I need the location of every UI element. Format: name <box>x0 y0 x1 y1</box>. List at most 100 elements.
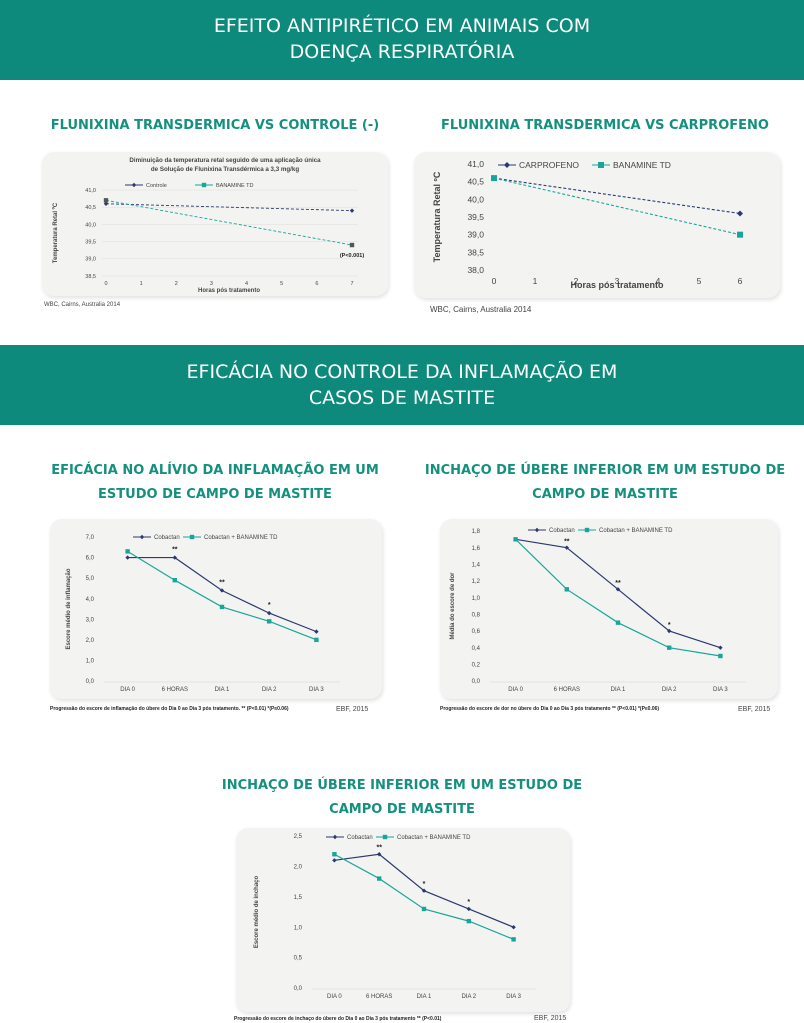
x-tick-label: DIA 2 <box>662 687 677 693</box>
diamond-marker <box>125 555 130 560</box>
chart-pain-score: 0,0 0,2 0,4 0,6 0,8 1,0 1,2 1,4 1,6 1,8 DIA 0 6 HOR… <box>440 519 778 699</box>
series-line <box>515 538 721 649</box>
x-tick-label: 2 <box>175 281 178 287</box>
y-axis-label: Escore médio de inflamação <box>66 568 72 649</box>
x-axis-label: Horas pós tratamento <box>198 288 260 294</box>
chart-svg: 0,0 1,0 2,0 3,0 4,0 5,0 6,0 7,0 DIA 0 6 HORAS DIA … <box>66 534 340 693</box>
series-line <box>105 203 353 212</box>
source-text: EBF, 2015 <box>534 1015 567 1022</box>
y-tick-label: 4,0 <box>86 597 95 603</box>
annotation-label: ** <box>219 579 225 586</box>
diamond-marker <box>511 925 516 930</box>
chart-inflammation-score: 0,0 1,0 2,0 3,0 4,0 5,0 6,0 7,0 DIA 0 6 HORAS DIA … <box>50 519 382 699</box>
legend-label: Cobactan <box>347 835 373 841</box>
x-tick-label: 0 <box>104 281 107 287</box>
legend-label: Controle <box>146 183 167 189</box>
diamond-marker <box>718 645 723 650</box>
y-tick-label: 0,0 <box>294 986 303 992</box>
legend-entry: Cobactan + BANAMINE TD <box>183 534 278 541</box>
square-marker <box>718 653 723 659</box>
chart-svg: 0,0 0,2 0,4 0,6 0,8 1,0 1,2 1,4 1,6 1,8 DIA 0 6 HOR… <box>450 527 746 693</box>
section-title-inflammation: EFICÁCIA NO ALÍVIO DA INFLAMAÇÃO EM UM E… <box>20 459 410 507</box>
square-marker <box>466 918 471 924</box>
annotation-label: ** <box>172 546 178 553</box>
diamond-marker <box>615 587 621 592</box>
annotation-label: * <box>467 899 470 906</box>
chart-swelling-score: 0,0 0,5 1,0 1,5 2,0 2,5 DIA 0 6 HORAS DIA 1 DIA 2… <box>236 828 570 1012</box>
y-tick-label: 41,0 <box>467 159 484 169</box>
banner-line: EFICÁCIA NO CONTROLE DA INFLAMAÇÃO EM <box>186 361 618 383</box>
legend-entry: Cobactan <box>326 834 373 841</box>
y-tick-label: 40,5 <box>467 177 484 187</box>
section-title-carprofen: FLUNIXINA TRANSDERMICA VS CARPROFENO <box>410 114 800 138</box>
legend-label: BANAMINE TD <box>216 183 254 189</box>
section-title-line: EFICÁCIA NO ALÍVIO DA INFLAMAÇÃO EM UM <box>51 463 379 478</box>
x-tick-label: DIA 1 <box>611 687 626 693</box>
x-tick-label: 2 <box>574 276 579 286</box>
y-tick-label: 41,0 <box>85 188 96 194</box>
chart-note: Progressão do escore de inchaço do úbere… <box>234 1016 442 1022</box>
section-title-line: CAMPO DE MASTITE <box>532 487 678 502</box>
x-tick-label: DIA 3 <box>309 687 324 693</box>
x-tick-label: DIA 0 <box>120 687 135 693</box>
y-tick-label: 1,8 <box>472 529 481 535</box>
diamond-marker <box>332 834 338 840</box>
y-tick-label: 40,5 <box>85 205 96 211</box>
legend-entry: BANAMINE TD <box>195 182 254 189</box>
diamond-marker <box>332 858 337 863</box>
y-tick-label: 39,5 <box>467 212 484 222</box>
diamond-marker <box>267 610 272 616</box>
chart-svg: 0,0 0,5 1,0 1,5 2,0 2,5 DIA 0 6 HORAS DIA 1 DIA 2… <box>254 834 536 1000</box>
y-tick-label: 38,5 <box>85 274 96 280</box>
square-marker <box>125 549 130 554</box>
banner-line: EFEITO ANTIPIRÉTICO EM ANIMAIS COM <box>213 15 591 37</box>
section-title-line: INCHAÇO DE ÚBERE INFERIOR EM UM ESTUDO D… <box>221 778 583 793</box>
y-tick-label: 38,5 <box>467 247 484 257</box>
diamond-marker <box>314 629 319 634</box>
x-tick-label: 1 <box>533 276 538 286</box>
y-tick-label: 1,4 <box>472 562 481 568</box>
square-marker <box>349 242 355 248</box>
x-tick-label: DIA 2 <box>262 687 277 693</box>
section-title-line: CAMPO DE MASTITE <box>329 802 475 817</box>
x-tick-label: 6 <box>315 281 318 287</box>
legend-label: Cobactan <box>154 535 180 541</box>
diamond-marker <box>737 210 743 217</box>
y-tick-label: 39,0 <box>85 257 96 263</box>
x-tick-label: 5 <box>280 281 283 287</box>
y-tick-label: 39,0 <box>467 230 484 240</box>
y-tick-label: 2,0 <box>294 865 303 871</box>
y-tick-label: 40,0 <box>467 194 484 204</box>
legend-label: CARPROFENO <box>519 160 579 170</box>
series-line <box>515 538 721 657</box>
x-tick-label: 4 <box>656 276 661 286</box>
section-title-line: FLUNIXINA TRANSDERMICA VS CONTROLE (-) <box>50 118 380 133</box>
y-tick-label: 39,5 <box>85 240 96 246</box>
y-tick-label: 0,6 <box>472 629 481 635</box>
square-marker <box>584 527 590 533</box>
y-tick-label: 1,2 <box>472 579 481 585</box>
square-marker <box>332 852 337 857</box>
chart-note: Progressão do escore de inflamação do úb… <box>50 706 289 712</box>
series-line <box>493 177 741 215</box>
diamond-marker <box>534 527 540 533</box>
y-tick-label: 40,0 <box>85 222 96 228</box>
y-tick-label: 1,5 <box>294 895 303 901</box>
diamond-marker <box>349 208 355 213</box>
chart-svg: Diminuição da temperatura retal seguido … <box>53 157 364 294</box>
source-text: EBF, 2015 <box>336 706 369 713</box>
chart-temperature-carprofen: 38,0 38,5 39,0 39,5 40,0 40,5 41,0 0 1 2 3 4 5 6 Horas… <box>414 152 780 298</box>
x-tick-label: DIA 3 <box>506 994 521 1000</box>
chart-title: de Solução de Flunixina Transdérmica a 3… <box>151 166 299 173</box>
y-tick-label: 0,4 <box>472 646 481 652</box>
source-text: WBC, Cairns, Australia 2014 <box>430 305 532 314</box>
annotation-label: ** <box>615 580 621 587</box>
legend-entry: Cobactan + BANAMINE TD <box>376 834 471 841</box>
x-tick-label: 6 <box>738 276 743 286</box>
x-tick-label: 1 <box>140 281 143 287</box>
diamond-marker <box>377 852 382 857</box>
y-axis-label: Temperatura Retal ºC <box>53 202 59 263</box>
legend-label: BANAMINE TD <box>613 160 671 170</box>
y-tick-label: 1,0 <box>86 659 95 665</box>
diamond-marker <box>139 534 145 540</box>
